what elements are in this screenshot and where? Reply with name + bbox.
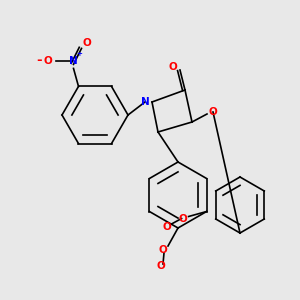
Text: O: O xyxy=(159,245,167,255)
Text: O: O xyxy=(82,38,91,48)
Text: O: O xyxy=(157,261,165,271)
Text: N: N xyxy=(141,97,149,107)
Text: O: O xyxy=(178,214,187,224)
Text: -: - xyxy=(37,54,42,67)
Text: O: O xyxy=(208,107,217,117)
Text: O: O xyxy=(43,56,52,66)
Text: +: + xyxy=(76,51,82,57)
Text: O: O xyxy=(162,221,171,232)
Text: O: O xyxy=(169,62,177,72)
Text: N: N xyxy=(69,56,78,66)
